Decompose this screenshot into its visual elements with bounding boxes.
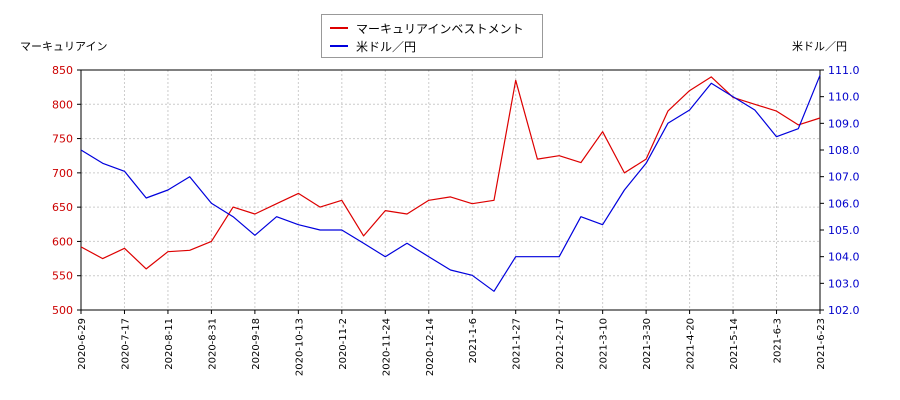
plot-frame <box>80 69 821 311</box>
left-tick-label: 750 <box>52 133 73 146</box>
x-tick-label: 2020-6-29 <box>77 318 88 370</box>
x-tick-label: 2020-9-18 <box>251 318 262 370</box>
right-tick-label: 102.0 <box>828 304 860 317</box>
legend-swatch-red <box>330 27 348 29</box>
x-tick-label: 2021-5-14 <box>729 318 740 370</box>
left-tick-label: 550 <box>52 270 73 283</box>
left-tick-label: 700 <box>52 167 73 180</box>
x-tick-label: 2020-8-11 <box>164 318 175 370</box>
right-tick-label: 103.0 <box>828 277 860 290</box>
right-tick-label: 106.0 <box>828 197 860 210</box>
x-tick-label: 2020-8-31 <box>207 318 218 370</box>
x-tick-label: 2021-3-30 <box>642 318 653 370</box>
left-tick-label: 500 <box>52 304 73 317</box>
x-tick-label: 2021-1-27 <box>512 318 523 370</box>
x-tick-label: 2021-6-3 <box>773 318 784 363</box>
series-line-usdjpy <box>80 75 821 292</box>
right-axis-ticks: 102.0 103.0 104.0 105.0 106.0 107.0 108.0 109.0… <box>820 64 860 317</box>
x-tick-label: 2021-6-23 <box>816 318 827 370</box>
left-tick-label: 650 <box>52 201 73 214</box>
x-tick-label: 2021-2-17 <box>555 318 566 370</box>
right-tick-label: 105.0 <box>828 224 860 237</box>
x-axis-ticks: 2020-6-29 2020-7-17 2020-8-11 2020-8-31 2020… <box>77 310 827 376</box>
left-tick-label: 800 <box>52 98 73 111</box>
series-line-stock <box>80 76 821 270</box>
right-tick-label: 107.0 <box>828 171 860 184</box>
legend-label-stock: マーキュリアインベストメント <box>356 21 524 36</box>
left-tick-label: 600 <box>52 235 73 248</box>
legend-label-usdjpy: 米ドル／円 <box>356 39 417 54</box>
right-tick-label: 108.0 <box>828 144 860 157</box>
right-tick-label: 109.0 <box>828 117 860 130</box>
right-tick-label: 111.0 <box>828 64 860 77</box>
left-tick-label: 850 <box>52 64 73 77</box>
x-tick-label: 2021-4-20 <box>686 318 697 370</box>
series-layer <box>80 75 821 292</box>
x-tick-label: 2021-3-10 <box>599 318 610 370</box>
x-tick-label: 2020-11-2 <box>338 318 349 370</box>
legend-swatch-blue <box>330 45 348 47</box>
x-tick-label: 2021-1-6 <box>468 318 479 363</box>
x-tick-label: 2020-10-13 <box>294 318 305 376</box>
legend-entry-stock: マーキュリアインベストメント <box>330 19 524 37</box>
grid-lines <box>80 69 821 311</box>
x-tick-label: 2020-11-24 <box>381 318 392 376</box>
right-tick-label: 104.0 <box>828 251 860 264</box>
right-tick-label: 110.0 <box>828 91 860 104</box>
x-tick-label: 2020-7-17 <box>120 318 131 370</box>
x-tick-label: 2020-12-14 <box>425 318 436 376</box>
left-axis-ticks: 500 550 600 650 700 750 800 850 <box>52 64 81 317</box>
right-axis-title: 米ドル／円 <box>792 40 847 53</box>
legend-entry-usdjpy: 米ドル／円 <box>330 37 416 55</box>
left-axis-title: マーキュリアイン <box>20 40 108 53</box>
chart-legend: マーキュリアインベストメント 米ドル／円 <box>321 14 543 58</box>
